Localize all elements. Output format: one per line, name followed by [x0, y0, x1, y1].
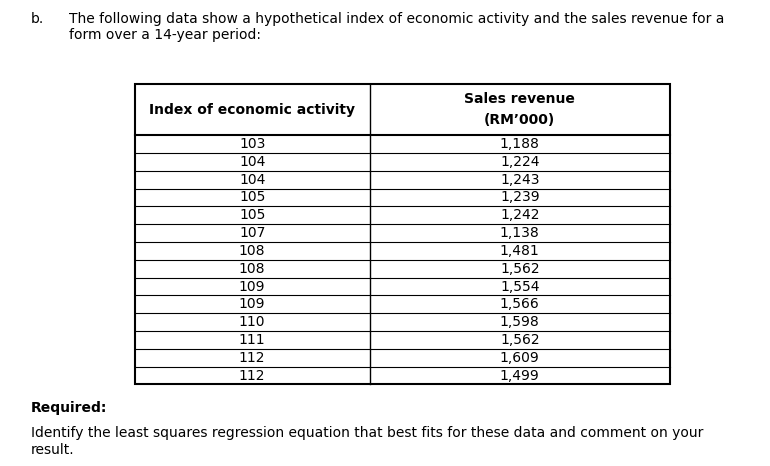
Text: 1,481: 1,481: [500, 244, 540, 258]
Text: 1,562: 1,562: [500, 262, 540, 276]
Text: 110: 110: [239, 315, 266, 329]
Text: Index of economic activity: Index of economic activity: [149, 103, 355, 116]
Text: 104: 104: [239, 173, 266, 187]
Text: 1,224: 1,224: [500, 155, 540, 169]
Text: 1,566: 1,566: [500, 297, 540, 311]
Text: 105: 105: [239, 191, 266, 205]
Text: The following data show a hypothetical index of economic activity and the sales : The following data show a hypothetical i…: [69, 12, 725, 42]
Text: 1,242: 1,242: [500, 208, 540, 222]
Text: (RM’000): (RM’000): [484, 113, 555, 127]
Text: 1,554: 1,554: [500, 280, 540, 294]
Text: 112: 112: [239, 351, 266, 365]
Text: 1,609: 1,609: [500, 351, 540, 365]
Text: b.: b.: [31, 12, 44, 26]
Text: 108: 108: [239, 262, 266, 276]
Text: 109: 109: [239, 280, 266, 294]
Text: 103: 103: [239, 137, 266, 151]
Text: 1,499: 1,499: [500, 369, 540, 383]
Text: 1,598: 1,598: [500, 315, 540, 329]
Text: Identify the least squares regression equation that best fits for these data and: Identify the least squares regression eq…: [31, 426, 703, 457]
Text: 1,239: 1,239: [500, 191, 540, 205]
Text: 1,562: 1,562: [500, 333, 540, 347]
Text: 104: 104: [239, 155, 266, 169]
Text: 105: 105: [239, 208, 266, 222]
Text: 109: 109: [239, 297, 266, 311]
Text: 112: 112: [239, 369, 266, 383]
Text: Required:: Required:: [31, 401, 107, 415]
Text: 1,188: 1,188: [500, 137, 540, 151]
Text: 1,138: 1,138: [500, 226, 540, 240]
Text: 1,243: 1,243: [500, 173, 540, 187]
Text: 107: 107: [239, 226, 266, 240]
Text: Sales revenue: Sales revenue: [464, 92, 575, 106]
Bar: [135, 84, 670, 384]
Text: 111: 111: [239, 333, 266, 347]
Text: 108: 108: [239, 244, 266, 258]
